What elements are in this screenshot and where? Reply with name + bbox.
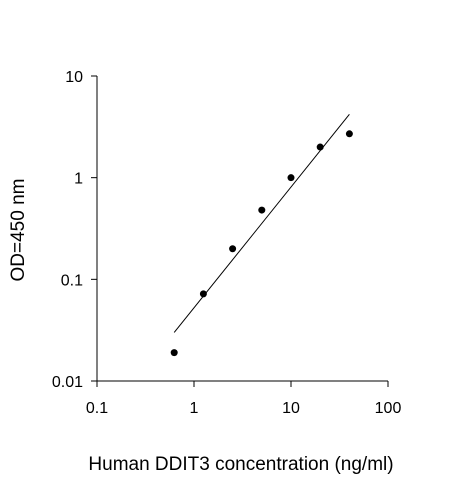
y-axis-ticks: 0.01 0.1 1 10 (52, 69, 97, 391)
data-point (316, 143, 324, 151)
x-axis-title: Human DDIT3 concentration (ng/ml) (88, 454, 393, 475)
data-points (170, 130, 353, 357)
data-point (170, 349, 178, 357)
y-tick-label: 1 (74, 171, 83, 188)
y-tick-label: 10 (65, 69, 83, 86)
y-axis-title: OD=450 nm (8, 179, 29, 282)
data-point (345, 130, 353, 138)
data-point (287, 174, 295, 182)
x-tick-label: 10 (282, 400, 300, 417)
data-point (229, 245, 237, 253)
plot-axes (96, 76, 388, 382)
y-tick-label: 0.01 (52, 374, 83, 391)
x-axis-ticks: 0.1 1 10 100 (86, 381, 402, 417)
x-tick-label: 1 (190, 400, 199, 417)
data-point (199, 290, 207, 298)
x-tick-label: 100 (375, 400, 402, 417)
x-tick-label: 0.1 (86, 400, 108, 417)
data-point (258, 206, 266, 214)
y-tick-label: 0.1 (61, 272, 83, 289)
